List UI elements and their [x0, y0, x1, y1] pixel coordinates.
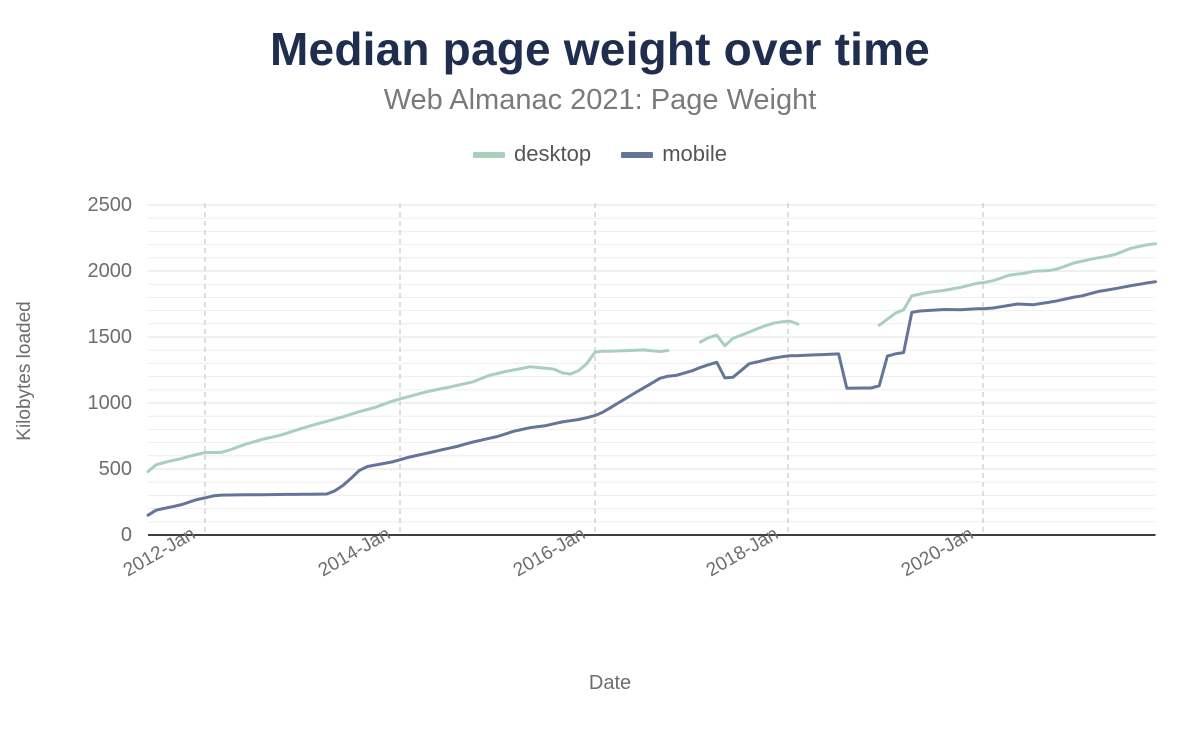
svg-text:0: 0: [121, 524, 132, 546]
svg-text:2014-Jan: 2014-Jan: [315, 523, 394, 581]
svg-text:2016-Jan: 2016-Jan: [510, 523, 589, 581]
svg-text:2020-Jan: 2020-Jan: [898, 523, 977, 581]
svg-text:1000: 1000: [88, 392, 133, 414]
svg-text:500: 500: [99, 458, 132, 480]
svg-text:1500: 1500: [88, 326, 133, 348]
svg-text:2000: 2000: [88, 260, 133, 282]
svg-text:2500: 2500: [88, 194, 133, 216]
svg-text:2018-Jan: 2018-Jan: [703, 523, 782, 581]
